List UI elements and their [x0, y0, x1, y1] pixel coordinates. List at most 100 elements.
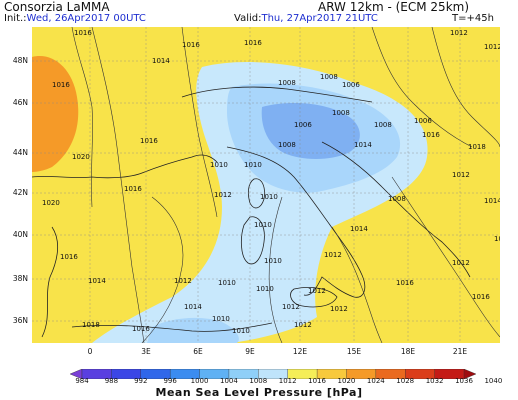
isobar-label: 1008 — [332, 109, 350, 117]
isobar-label: 1012 — [308, 287, 326, 295]
lon-label: 12E — [292, 347, 308, 356]
isobar-label: 1010 — [212, 315, 230, 323]
isobar-label: 1016 — [244, 39, 262, 47]
org-title: Consorzia LaMMA — [4, 0, 110, 14]
isobar-label: 1014 — [152, 57, 170, 65]
isobar-label: 1012 — [330, 305, 348, 313]
legend-tick-label: 1020 — [337, 377, 356, 385]
isobar-label: 1008 — [374, 121, 392, 129]
legend-tick-label: 1000 — [190, 377, 209, 385]
lat-label: 36N — [12, 316, 28, 325]
isobar-label: 1018 — [468, 143, 486, 151]
isobar-label: 1012 — [452, 259, 470, 267]
isobar-label: 1014 — [184, 303, 202, 311]
isobar-label: 1012 — [450, 29, 468, 37]
isobar-label: 1020 — [42, 199, 60, 207]
isobar-label: 1016 — [182, 41, 200, 49]
isobar-label: 1010 — [254, 221, 272, 229]
init-label-text: Init.: — [4, 13, 27, 24]
field-orange — [32, 56, 79, 172]
isobar-label: 1016 — [396, 279, 414, 287]
isobar-label: 1012 — [452, 171, 470, 179]
lat-label: 44N — [12, 148, 28, 157]
legend-tick-label: 1008 — [249, 377, 268, 385]
isobar-labels: 1016 1016 1016 1012 1012 1014 1016 1020 1016 1010… — [42, 29, 512, 335]
isobar-label: 1016 — [124, 185, 142, 193]
coastlines — [31, 86, 471, 338]
isobar-label: 1014 — [350, 225, 368, 233]
isobar-label: 1014 — [88, 277, 106, 285]
lat-label: 48N — [12, 56, 28, 65]
legend-tick-label: 1028 — [396, 377, 415, 385]
isobar-label: 1006 — [294, 121, 312, 129]
isobar-label: 1012 — [174, 277, 192, 285]
isobar-label: 1016 — [422, 131, 440, 139]
isobar-label: 1016 — [132, 325, 150, 333]
isobar-label: 1008 — [278, 141, 296, 149]
pressure-map: 1016 1016 1016 1012 1012 1014 1016 1020 1016 1010… — [31, 26, 512, 344]
valid-label: Valid:Thu, 27Apr2017 21UTC — [234, 13, 378, 24]
valid-label-text: Valid: — [234, 13, 262, 24]
isobar-label: 1006 — [342, 81, 360, 89]
isobar-label: 1012 — [324, 251, 342, 259]
legend-tick-label: 984 — [75, 377, 89, 385]
isobar-label: 1018 — [494, 235, 500, 243]
legend-tick-label: 1012 — [278, 377, 297, 385]
model-title: ARW 12km - (ECM 25km) — [318, 0, 470, 14]
isobar-label: 1012 — [214, 191, 232, 199]
map-svg: 1016 1016 1016 1012 1012 1014 1016 1020 1016 1010… — [31, 26, 512, 344]
field-low-core — [261, 103, 360, 159]
legend-tick-label: 1016 — [308, 377, 326, 385]
legend-tick-label: 1040 — [484, 377, 503, 385]
lead-time: T=+45h — [452, 13, 494, 24]
legend-tick-label: 1032 — [425, 377, 444, 385]
legend-tick-label: 992 — [134, 377, 148, 385]
isobar-label: 1016 — [60, 253, 78, 261]
lon-label: 3E — [141, 347, 151, 356]
isobar-label: 1012 — [484, 43, 500, 51]
lat-label: 42N — [12, 188, 28, 197]
lon-label: 15E — [346, 347, 362, 356]
isobar-label: 1016 — [52, 81, 70, 89]
isobar-label: 1010 — [244, 161, 262, 169]
isobar-label: 1016 — [472, 293, 490, 301]
isobar-label: 1020 — [72, 153, 90, 161]
isobar-label: 1010 — [260, 193, 278, 201]
isobar-label: 1010 — [256, 285, 274, 293]
lat-label: 40N — [12, 230, 28, 239]
lon-label: 9E — [245, 347, 255, 356]
isobar-label: 1008 — [320, 73, 338, 81]
isobar-label: 1016 — [140, 137, 158, 145]
legend-tick-label: 1024 — [366, 377, 385, 385]
isobar-label: 1010 — [264, 257, 282, 265]
lat-label: 46N — [12, 98, 28, 107]
lon-label: 6E — [193, 347, 203, 356]
isobar-label: 1016 — [74, 29, 92, 37]
legend-tick-label: 988 — [104, 377, 119, 385]
isobar-label: 1008 — [278, 79, 296, 87]
legend-tick-label: 1004 — [220, 377, 238, 385]
legend-tick-label: 996 — [163, 377, 177, 385]
isobar-label: 1012 — [282, 303, 300, 311]
isobar-label: 1010 — [210, 161, 228, 169]
lon-label: 0 — [87, 347, 93, 356]
lat-lon-grid — [32, 27, 500, 343]
isobar-label: 1018 — [82, 321, 100, 329]
legend-swatch — [463, 368, 477, 380]
isobar-label: 1006 — [414, 117, 432, 125]
lat-label: 38N — [12, 274, 28, 283]
init-value: Wed, 26Apr2017 00UTC — [26, 13, 146, 24]
isobar-label: 1008 — [388, 195, 406, 203]
isobar-label: 1014 — [354, 141, 372, 149]
legend-tick-label: 1036 — [455, 377, 473, 385]
lon-label: 21E — [452, 347, 468, 356]
legend-title: Mean Sea Level Pressure [hPa] — [155, 386, 363, 399]
valid-value: Thu, 27Apr2017 21UTC — [261, 13, 378, 24]
field-south-blue — [147, 317, 239, 343]
lon-label: 18E — [400, 347, 416, 356]
isobar-label: 1012 — [294, 321, 312, 329]
isobar-label: 1010 — [232, 327, 250, 335]
init-label: Init.:Wed, 26Apr2017 00UTC — [4, 13, 146, 24]
isobars — [71, 26, 501, 344]
isobar-label: 1010 — [218, 279, 236, 287]
